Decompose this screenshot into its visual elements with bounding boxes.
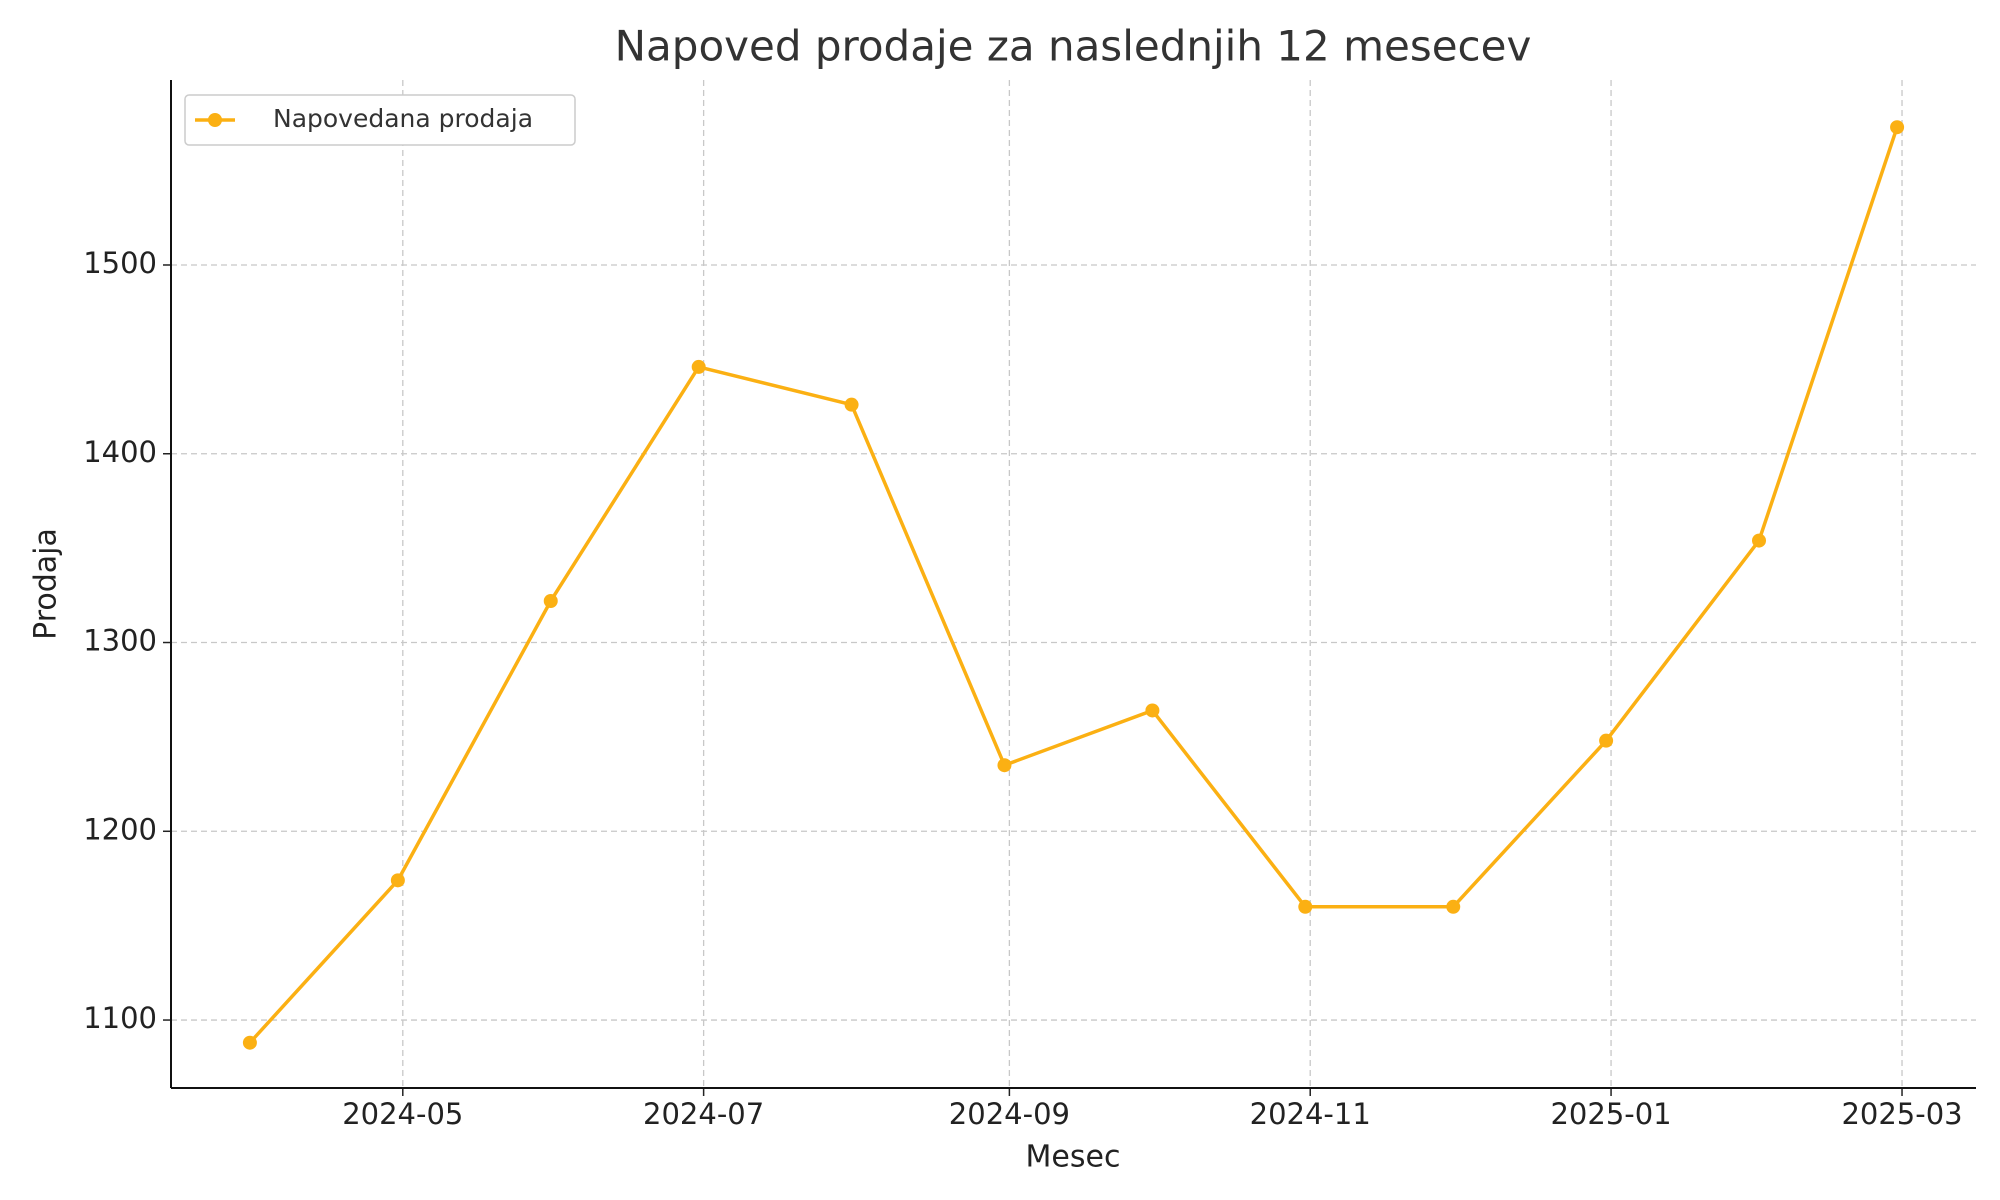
x-tick-label: 2024-09 [949, 1097, 1070, 1131]
legend: Napovedana prodaja [184, 94, 576, 146]
data-point [1298, 899, 1313, 914]
data-point [543, 593, 558, 608]
x-axis-label: Mesec [1026, 1140, 1121, 1175]
x-tick-label: 2025-03 [1841, 1097, 1962, 1131]
x-tick-label: 2024-05 [342, 1097, 463, 1131]
data-point [691, 359, 706, 374]
legend-box [184, 94, 576, 146]
y-tick-label: 1200 [83, 812, 157, 846]
data-point [1145, 703, 1160, 718]
legend-marker [208, 113, 222, 127]
y-tick-label: 1400 [83, 435, 157, 469]
data-point [1599, 733, 1614, 748]
y-axis-label: Prodaja [29, 528, 64, 640]
data-point [390, 873, 405, 888]
data-point [844, 397, 859, 412]
y-tick-label: 1500 [83, 246, 157, 280]
data-point [1446, 899, 1461, 914]
x-tick-label: 2024-11 [1250, 1097, 1371, 1131]
y-tick-label: 1300 [83, 624, 157, 658]
y-tick-label: 1100 [83, 1001, 157, 1035]
data-line [248, 126, 1899, 1044]
legend-label: Napovedana prodaja [273, 104, 533, 133]
chart-title: Napoved prodaje za naslednjih 12 mesecev [615, 22, 1532, 71]
x-tick-label: 2025-01 [1550, 1097, 1671, 1131]
x-tick-label: 2024-07 [643, 1097, 764, 1131]
data-point [242, 1035, 257, 1050]
data-point [1752, 533, 1767, 548]
data-point [1890, 120, 1905, 135]
data-point [997, 758, 1012, 773]
